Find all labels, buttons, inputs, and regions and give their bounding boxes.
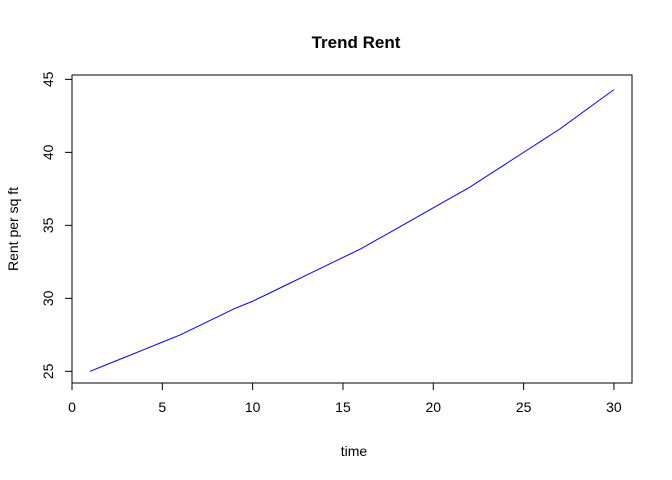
y-axis-label: Rent per sq ft — [5, 187, 21, 271]
series-group — [89, 89, 615, 372]
x-tick-label: 20 — [426, 399, 442, 415]
x-axis: 0 5 10 15 20 25 30 — [68, 382, 622, 415]
x-tick-label: 30 — [606, 399, 622, 415]
plot-area — [71, 74, 633, 384]
chart-title: Trend Rent — [312, 33, 401, 52]
x-tick-label: 0 — [68, 399, 76, 415]
x-axis-label: time — [341, 443, 368, 459]
series-line — [89, 89, 615, 372]
y-tick-label: 30 — [40, 290, 56, 306]
y-axis: 25 30 35 40 45 — [40, 71, 73, 379]
x-tick-label: 25 — [516, 399, 532, 415]
y-tick-label: 40 — [40, 144, 56, 160]
x-tick-label: 15 — [335, 399, 351, 415]
x-tick-label: 5 — [158, 399, 166, 415]
y-tick-label: 45 — [40, 71, 56, 87]
x-tick-label: 10 — [245, 399, 261, 415]
y-tick-label: 35 — [40, 217, 56, 233]
y-tick-label: 25 — [40, 363, 56, 379]
